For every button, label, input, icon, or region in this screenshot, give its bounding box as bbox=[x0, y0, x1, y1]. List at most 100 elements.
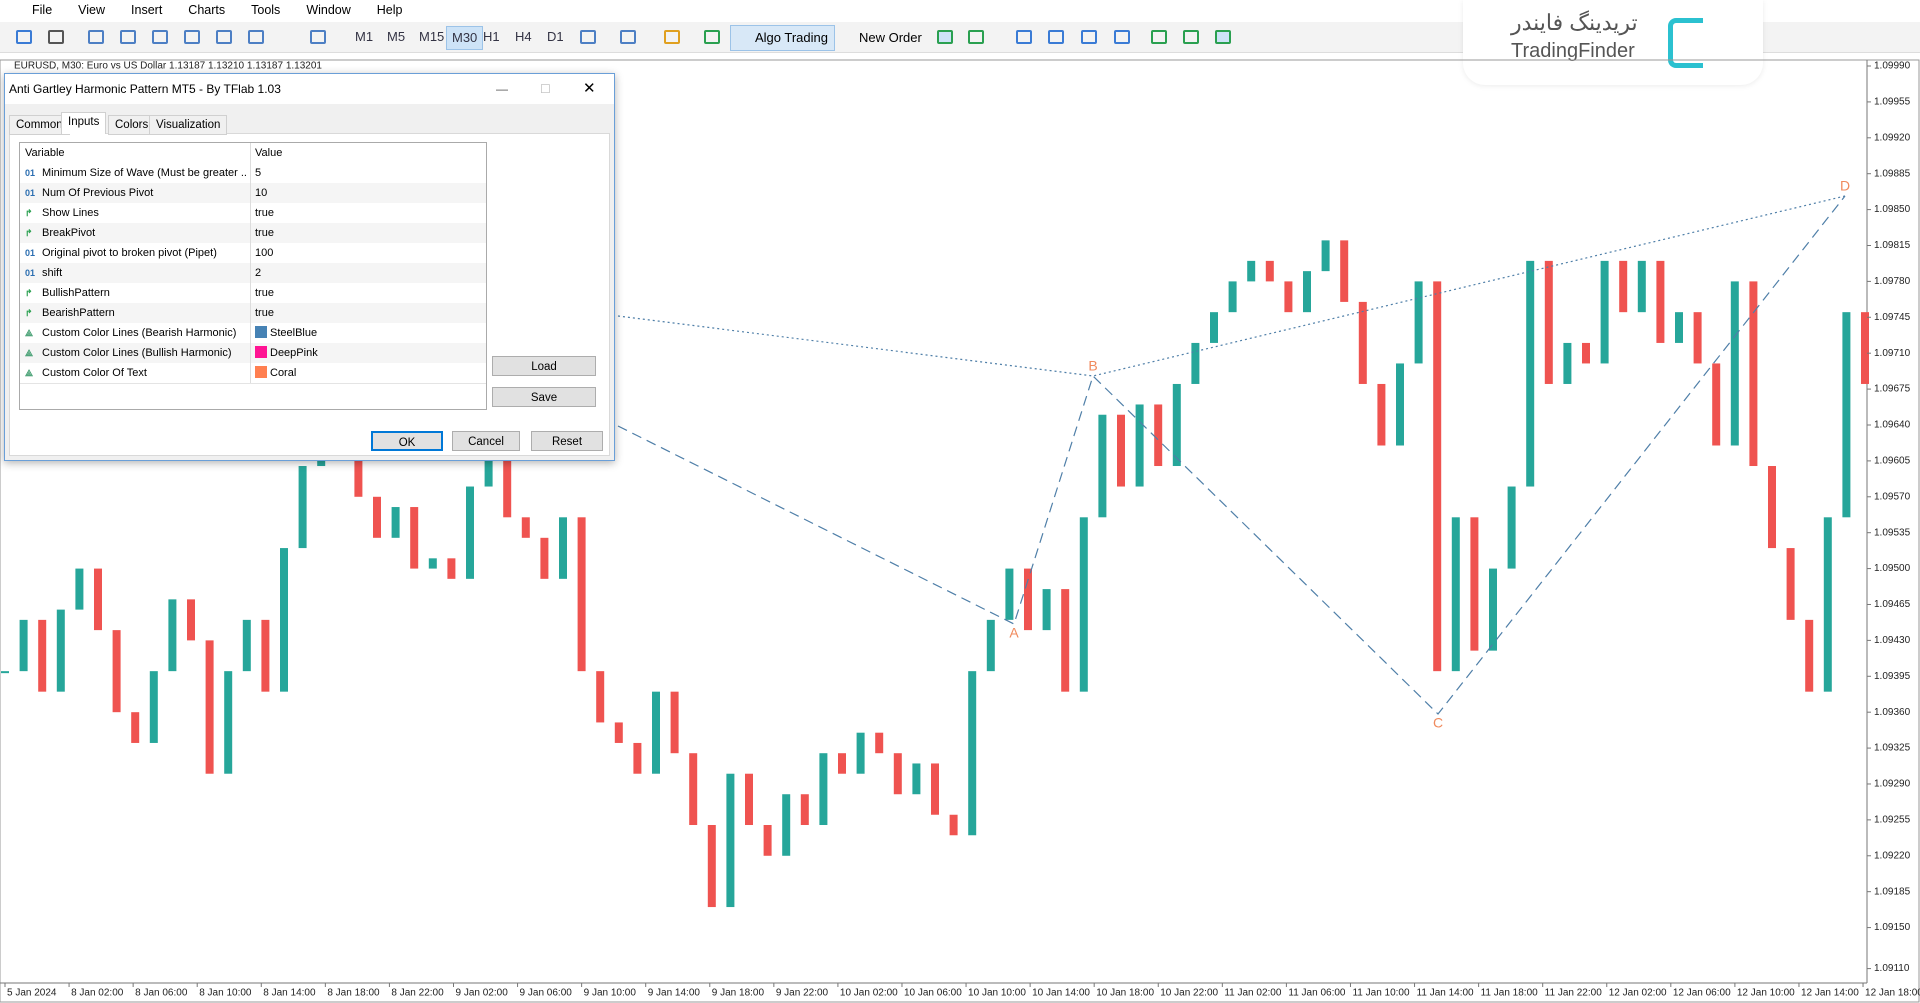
price-label: 1.09290 bbox=[1874, 779, 1911, 790]
candle bbox=[1861, 312, 1869, 384]
price-label: 1.09780 bbox=[1874, 276, 1911, 287]
minimize[interactable]: — bbox=[496, 82, 508, 96]
menu-item[interactable]: Charts bbox=[188, 3, 226, 17]
tab[interactable]: Inputs bbox=[61, 112, 107, 134]
folder-icon[interactable] bbox=[664, 30, 680, 44]
candle bbox=[75, 568, 84, 610]
table-row: 01 Num Of Previous Pivot 10 bbox=[20, 183, 486, 204]
template-icon[interactable] bbox=[620, 30, 636, 44]
candle bbox=[298, 466, 307, 549]
candle bbox=[373, 496, 381, 538]
price-label: 1.09395 bbox=[1874, 671, 1911, 682]
draw-icon[interactable] bbox=[248, 30, 264, 44]
timeframe-button[interactable]: M15 bbox=[419, 29, 445, 44]
autoscroll-icon[interactable] bbox=[1215, 30, 1231, 44]
settings-icon[interactable] bbox=[1151, 30, 1167, 44]
save-button[interactable]: Save bbox=[492, 387, 596, 407]
hline-icon[interactable] bbox=[120, 30, 136, 44]
candle bbox=[800, 794, 809, 826]
load-button[interactable]: Load bbox=[492, 356, 596, 376]
candle bbox=[1582, 342, 1590, 364]
menu-item[interactable]: File bbox=[32, 3, 53, 17]
crosshair-icon[interactable] bbox=[48, 30, 64, 44]
menu-item[interactable]: Tools bbox=[251, 3, 281, 17]
chart-type-icon[interactable] bbox=[580, 30, 596, 44]
candle bbox=[670, 691, 679, 754]
label: New Order bbox=[859, 30, 922, 45]
candle bbox=[1154, 404, 1163, 467]
menu-item[interactable]: View bbox=[78, 3, 106, 17]
timeframe-button[interactable]: D1 bbox=[547, 29, 564, 44]
table-row: ↱ BearishPattern true bbox=[20, 303, 486, 324]
cancel-button[interactable]: Cancel bbox=[452, 431, 520, 451]
trend-icon[interactable] bbox=[152, 30, 168, 44]
price-label: 1.09850 bbox=[1874, 204, 1911, 215]
menu-item[interactable]: Help bbox=[376, 3, 403, 17]
price-label: 1.09570 bbox=[1874, 491, 1911, 502]
timeframe-button[interactable]: H4 bbox=[515, 29, 532, 44]
candle bbox=[224, 671, 233, 774]
tab[interactable]: Colors bbox=[108, 115, 156, 135]
maximize[interactable]: ☐ bbox=[540, 82, 551, 96]
zoom-in-icon[interactable] bbox=[1016, 30, 1032, 44]
candles-icon[interactable] bbox=[937, 30, 953, 44]
signal-icon[interactable] bbox=[704, 30, 720, 44]
close[interactable]: ✕ bbox=[583, 80, 596, 97]
algo-trading-button[interactable]: Algo Trading bbox=[730, 25, 835, 51]
candle bbox=[1842, 312, 1851, 518]
reset-button[interactable]: Reset bbox=[531, 431, 603, 451]
channel-icon[interactable] bbox=[184, 30, 200, 44]
shift-icon[interactable] bbox=[1183, 30, 1199, 44]
variable-cell: Show Lines bbox=[42, 207, 99, 219]
fib-icon[interactable] bbox=[216, 30, 232, 44]
menu-bar: File View Insert Charts Tools Window Help bbox=[0, 0, 1920, 20]
value: true bbox=[255, 287, 274, 299]
candle bbox=[1730, 281, 1739, 446]
menu-item[interactable]: Window bbox=[306, 3, 351, 17]
candle bbox=[1135, 404, 1144, 487]
candle bbox=[1600, 260, 1609, 364]
line-chart-icon[interactable] bbox=[968, 30, 984, 44]
time-label: 9 Jan 22:00 bbox=[776, 988, 829, 999]
menu-item[interactable]: Insert bbox=[131, 3, 163, 17]
candle bbox=[1749, 281, 1758, 467]
timeframe-button[interactable]: H1 bbox=[483, 29, 500, 44]
grid-icon[interactable] bbox=[1081, 30, 1097, 44]
candle bbox=[1117, 414, 1125, 487]
candle bbox=[1823, 517, 1832, 692]
shape-icon[interactable] bbox=[310, 30, 326, 44]
cursor-icon[interactable] bbox=[16, 30, 32, 44]
value-cell: true bbox=[250, 303, 274, 323]
time-label: 10 Jan 10:00 bbox=[968, 988, 1026, 999]
candle bbox=[1451, 517, 1460, 672]
candle bbox=[1247, 260, 1256, 282]
time-label: 5 Jan 2024 bbox=[7, 988, 57, 999]
line-icon[interactable] bbox=[88, 30, 104, 44]
value: 10 bbox=[255, 187, 268, 199]
row-icon: ↱ bbox=[25, 288, 33, 298]
candle bbox=[949, 814, 958, 836]
tab[interactable]: Common bbox=[9, 115, 70, 135]
timeframe-button[interactable]: M30 bbox=[446, 26, 484, 50]
candle bbox=[1768, 466, 1776, 549]
row-icon: ⟁ bbox=[25, 328, 34, 338]
variable-cell: Original pivot to broken pivot (Pipet) bbox=[42, 247, 217, 259]
value: 5 bbox=[255, 167, 262, 179]
zoom-out-icon[interactable] bbox=[1048, 30, 1064, 44]
time-label: 11 Jan 02:00 bbox=[1224, 988, 1282, 999]
candle bbox=[1675, 312, 1683, 343]
timeframe-button[interactable]: M1 bbox=[355, 29, 374, 44]
screenshot-icon[interactable] bbox=[1114, 30, 1130, 44]
row-icon: ↱ bbox=[25, 228, 33, 238]
candle bbox=[577, 517, 586, 672]
timeframe-button[interactable]: M5 bbox=[387, 29, 406, 44]
price-label: 1.09325 bbox=[1874, 743, 1911, 754]
table-row: ↱ BullishPattern true bbox=[20, 283, 486, 304]
new-order-button[interactable]: New Order bbox=[834, 25, 929, 51]
candle bbox=[1191, 342, 1200, 384]
candle bbox=[410, 507, 419, 569]
ok-button[interactable]: OK bbox=[371, 431, 443, 451]
header-cell: Value bbox=[250, 143, 282, 163]
tab[interactable]: Visualization bbox=[149, 115, 228, 135]
price-label: 1.09150 bbox=[1874, 922, 1911, 933]
